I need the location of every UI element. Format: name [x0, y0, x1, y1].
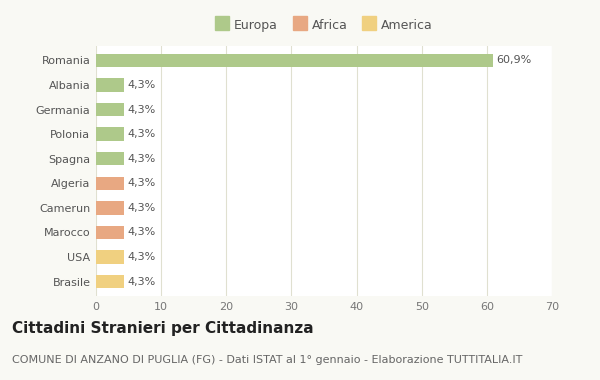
Text: 4,3%: 4,3%	[127, 228, 155, 238]
Text: 4,3%: 4,3%	[127, 105, 155, 114]
Text: 4,3%: 4,3%	[127, 154, 155, 164]
Bar	[96, 201, 124, 215]
Bar	[96, 152, 124, 165]
Text: 4,3%: 4,3%	[127, 80, 155, 90]
Text: 4,3%: 4,3%	[127, 277, 155, 287]
Text: Cittadini Stranieri per Cittadinanza: Cittadini Stranieri per Cittadinanza	[12, 321, 314, 336]
Bar	[96, 78, 124, 92]
Text: 4,3%: 4,3%	[127, 203, 155, 213]
Bar	[96, 177, 124, 190]
Text: 4,3%: 4,3%	[127, 178, 155, 188]
Bar	[96, 275, 124, 288]
Bar	[96, 226, 124, 239]
Bar	[96, 54, 493, 67]
Text: COMUNE DI ANZANO DI PUGLIA (FG) - Dati ISTAT al 1° gennaio - Elaborazione TUTTIT: COMUNE DI ANZANO DI PUGLIA (FG) - Dati I…	[12, 355, 523, 365]
Text: 60,9%: 60,9%	[496, 55, 531, 65]
Bar	[96, 250, 124, 264]
Bar	[96, 127, 124, 141]
Text: 4,3%: 4,3%	[127, 252, 155, 262]
Text: 4,3%: 4,3%	[127, 129, 155, 139]
Bar	[96, 103, 124, 116]
Legend: Europa, Africa, America: Europa, Africa, America	[212, 16, 436, 34]
